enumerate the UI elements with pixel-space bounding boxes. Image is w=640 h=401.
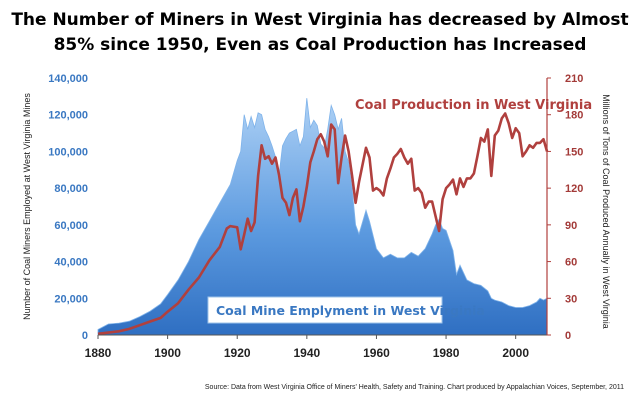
x-tick-label-2000: 2000 <box>502 346 529 360</box>
y-tick-label-6: 120,000 <box>48 110 88 122</box>
title-line-1: The Number of Miners in West Virginia ha… <box>11 10 629 30</box>
title-line-2: 85% since 1950, Even as Coal Production … <box>53 35 587 55</box>
x-tick-label-1900: 1900 <box>154 346 181 360</box>
y-axis-title: Number of Coal Miners Employed at West V… <box>22 93 32 320</box>
employment-annotation-box <box>207 296 443 324</box>
x-tick-label-1920: 1920 <box>224 346 251 360</box>
employment-area <box>97 98 548 336</box>
x-tick-label-1960: 1960 <box>363 346 390 360</box>
y2-tick-label-1: 30 <box>565 293 577 305</box>
y-tick-label-2: 40,000 <box>54 257 88 269</box>
production-line <box>97 112 549 336</box>
production-annotation: Coal Production in West Virginia <box>355 98 592 113</box>
y2-tick-label-4: 120 <box>565 183 583 195</box>
y2-tick-label-2: 60 <box>565 257 577 269</box>
source-note: Source: Data from West Virginia Office o… <box>204 384 624 391</box>
y2-tick-label-6: 180 <box>565 110 583 122</box>
y-tick-label-7: 140,000 <box>48 73 88 85</box>
y2-tick-label-0: 0 <box>565 330 571 342</box>
x-tick-label-1940: 1940 <box>293 346 320 360</box>
y-tick-label-5: 100,000 <box>48 146 88 158</box>
y2-tick-label-7: 210 <box>565 73 583 85</box>
y-tick-label-0: 0 <box>82 330 88 342</box>
y-tick-label-4: 80,000 <box>54 183 88 195</box>
y-tick-label-3: 60,000 <box>54 220 88 232</box>
employment-annotation: Coal Mine Emplyment in West Virginia <box>216 303 485 318</box>
x-tick-label-1880: 1880 <box>85 346 112 360</box>
y2-tick-label-3: 90 <box>565 220 577 232</box>
x-tick-label-1980: 1980 <box>433 346 460 360</box>
chart-title: The Number of Miners in West Virginia ha… <box>0 8 640 58</box>
y2-axis-title: Millions of Tons of Coal Produced Annual… <box>601 94 611 329</box>
y2-tick-label-5: 150 <box>565 146 583 158</box>
y-tick-label-1: 20,000 <box>54 293 88 305</box>
